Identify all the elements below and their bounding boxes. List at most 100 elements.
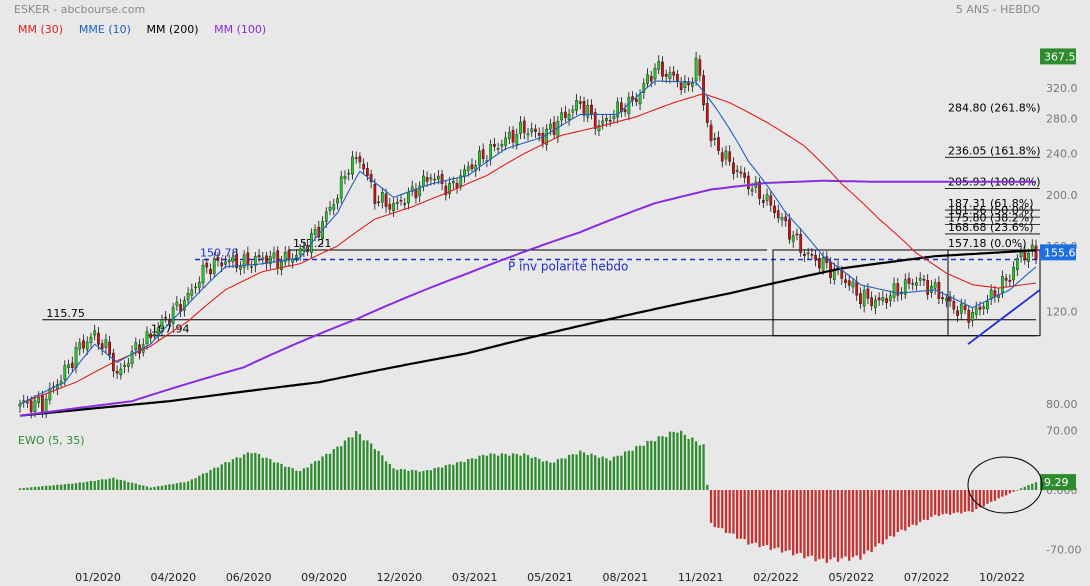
candle-up	[627, 96, 631, 115]
candle-down	[963, 305, 967, 311]
ewo-bar-positive	[74, 483, 78, 490]
ewo-bar-positive	[541, 461, 545, 490]
ewo-bar-positive	[41, 486, 44, 490]
ewo-bar-positive	[515, 453, 518, 490]
ewo-bar-positive	[567, 454, 571, 490]
candle-up	[332, 204, 336, 210]
ewo-bar-negative	[855, 490, 858, 556]
candle-down	[664, 74, 668, 77]
x-axis-tick: 08/2021	[602, 571, 648, 584]
candle-up	[339, 176, 343, 199]
candle-up	[160, 319, 164, 330]
ewo-bar-positive	[650, 440, 653, 490]
ewo-bar-positive	[538, 458, 541, 490]
ewo-bar-positive	[205, 472, 208, 490]
ewo-bar-negative	[941, 490, 944, 515]
candle-up	[63, 365, 67, 380]
candle-down	[941, 297, 944, 299]
candle-down	[679, 82, 683, 90]
candle-up	[586, 105, 590, 118]
ewo-bar-negative	[948, 490, 952, 515]
mm30-line	[19, 93, 1037, 405]
ewo-bar-positive	[672, 431, 675, 490]
ewo-bar-positive	[347, 437, 350, 490]
ewo-axis-tick: -70.00	[1046, 544, 1081, 557]
ewo-bar-positive	[287, 466, 291, 490]
ewo-bar-negative	[863, 490, 866, 555]
ewo-bar-negative	[848, 490, 851, 561]
ewo-bar-positive	[198, 475, 201, 490]
ewo-bar-positive	[358, 434, 362, 490]
candle-up	[616, 101, 620, 118]
ewo-bar-positive	[295, 470, 298, 490]
candle-up	[1001, 276, 1004, 293]
legend-entry: MM (100)	[214, 23, 266, 36]
candle-up	[478, 150, 481, 166]
candle-down	[847, 280, 851, 286]
ewo-bar-positive	[250, 453, 253, 490]
legend-entry: MM (200)	[147, 23, 199, 36]
ewo-bar-positive	[209, 470, 212, 490]
ewo-bar-positive	[149, 487, 152, 490]
ewo-bar-positive	[37, 486, 40, 490]
candle-up	[145, 331, 149, 344]
candle-up	[182, 300, 186, 311]
ewo-bar-positive	[579, 450, 582, 490]
candle-down	[978, 306, 982, 310]
ewo-bar-positive	[500, 453, 504, 490]
ewo-bar-negative	[978, 490, 982, 508]
ewo-bar-positive	[1031, 483, 1034, 490]
ewo-highlight-circle	[967, 456, 1043, 514]
ewo-bar-negative	[739, 490, 743, 539]
candle-up	[48, 388, 52, 401]
candle-up	[302, 247, 306, 252]
candle-up	[690, 82, 694, 87]
candle-up	[429, 177, 433, 180]
candle-down	[1008, 280, 1012, 282]
ewo-bar-positive	[265, 457, 268, 490]
candle-up	[313, 229, 317, 235]
ewo-bar-positive	[455, 462, 459, 490]
candle-up	[194, 286, 197, 289]
ewo-bar-positive	[310, 463, 313, 490]
ewo-bar-positive	[549, 462, 552, 490]
candle-down	[761, 200, 765, 203]
ewo-bar-positive	[482, 454, 485, 490]
candle-down	[384, 193, 388, 207]
legend-entry: MM (30)	[18, 23, 63, 36]
candle-down	[534, 128, 537, 132]
candle-down	[773, 205, 776, 214]
price-axis-tick: 280.0	[1046, 112, 1078, 125]
ewo-bar-negative	[762, 490, 765, 546]
candle-up	[806, 252, 810, 255]
candle-down	[541, 133, 545, 144]
ewo-bar-positive	[556, 459, 560, 490]
ewo-bar-positive	[496, 455, 500, 490]
ewo-bar-positive	[470, 458, 474, 490]
ewo-bar-negative	[945, 490, 948, 514]
candle-up	[171, 307, 175, 324]
candle-down	[403, 203, 407, 205]
ewo-bar-positive	[351, 437, 354, 490]
candle-down	[743, 172, 747, 178]
ewo-bar-positive	[552, 462, 556, 490]
candle-down	[209, 268, 212, 275]
candle-down	[967, 309, 971, 323]
ewo-bar-positive	[478, 455, 481, 490]
candle-down	[100, 343, 104, 349]
ewo-bar-positive	[257, 454, 261, 490]
candle-up	[683, 81, 687, 88]
ewo-bar-positive	[571, 454, 574, 490]
fibonacci-label: 236.05 (161.8%)	[948, 144, 1041, 157]
candle-down	[720, 152, 724, 162]
ewo-bar-positive	[179, 482, 182, 490]
ewo-bar-negative	[933, 490, 937, 515]
candle-up	[489, 144, 493, 160]
candle-up	[1012, 267, 1015, 281]
candle-up	[89, 336, 93, 343]
candle-down	[444, 185, 448, 196]
ewo-bar-positive	[246, 452, 250, 490]
candle-up	[986, 301, 989, 310]
candle-down	[537, 132, 541, 136]
